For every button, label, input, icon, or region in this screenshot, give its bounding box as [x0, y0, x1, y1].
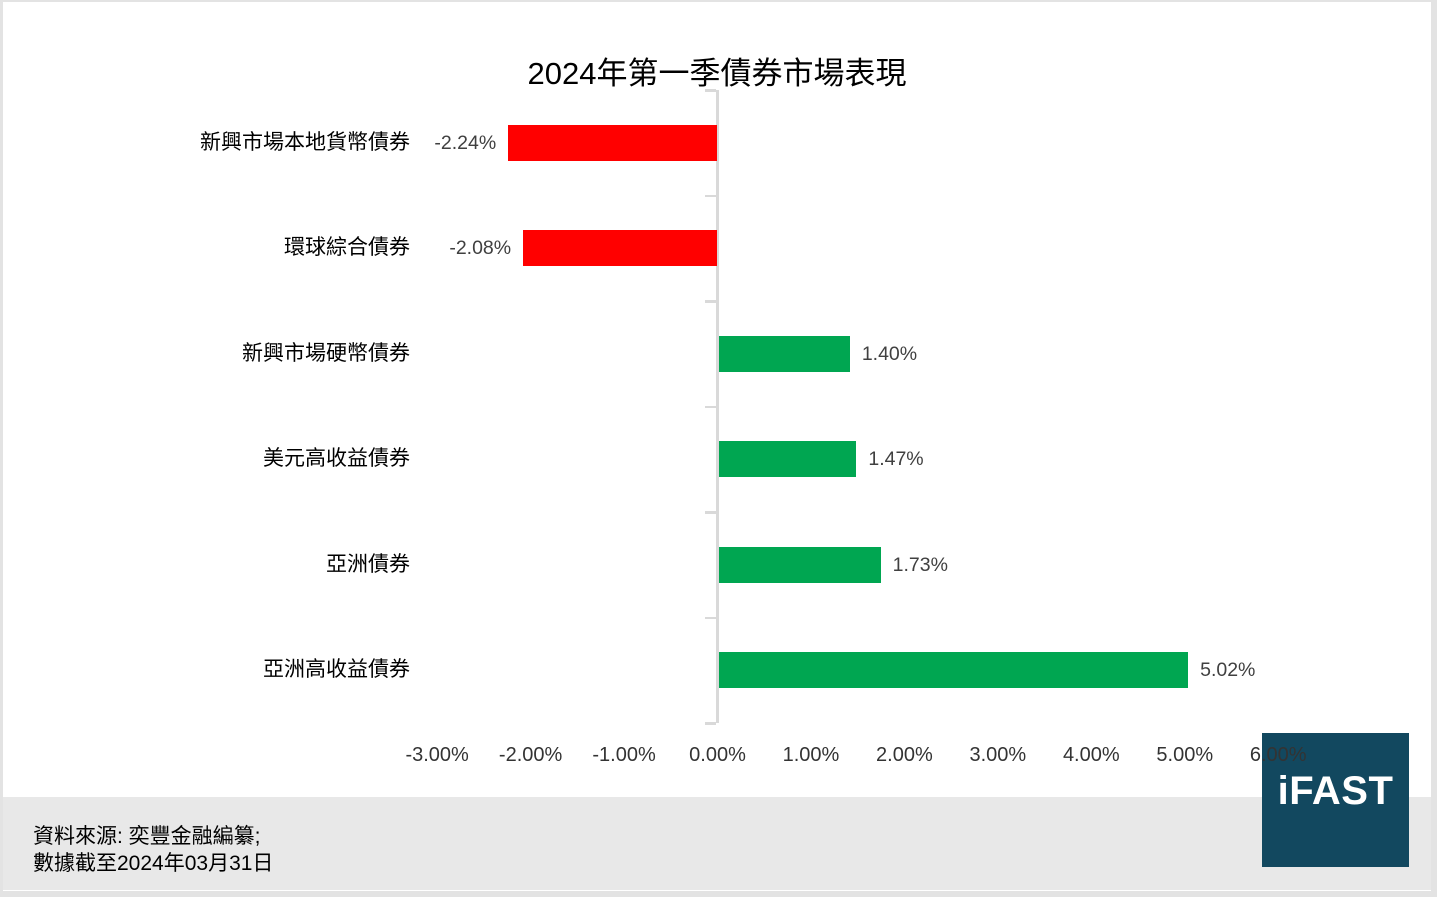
y-axis-tick: [704, 405, 716, 408]
bar-positive: [719, 335, 850, 372]
source-footer: 資料來源: 奕豐金融編纂; 數據截至2024年03月31日: [3, 797, 1431, 890]
source-line-1: 資料來源: 奕豐金融編纂;: [33, 825, 261, 848]
category-label: 亞洲債券: [326, 552, 410, 576]
plot-area: 新興市場本地貨幣債券 -2.24% 環球綜合債券 -2.08% 新興市場硬幣債券 1.40…: [3, 2, 1431, 891]
category-label: 亞洲高收益債券: [263, 658, 410, 682]
x-axis-tick-label: 5.00%: [1156, 744, 1214, 766]
y-axis-tick: [704, 722, 716, 725]
category-label: 新興市場本地貨幣債券: [200, 130, 410, 154]
chart-card: 2024年第一季債券市場表現 新興市場本地貨幣債券 -2.24% 環球綜合債券 -2.…: [3, 2, 1431, 891]
x-axis-tick-label: -1.00%: [592, 744, 656, 766]
category-label: 環球綜合債券: [284, 236, 410, 260]
x-axis-tick-label: -2.00%: [498, 744, 563, 766]
bar-positive: [719, 546, 881, 583]
y-axis-tick: [704, 616, 716, 619]
x-axis-tick-label: 3.00%: [969, 744, 1027, 766]
bar-negative: [508, 124, 718, 161]
bar-positive: [719, 441, 857, 478]
category-label: 美元高收益債券: [263, 447, 410, 471]
x-axis-tick-label: 0.00%: [689, 744, 746, 766]
y-axis-tick: [704, 194, 716, 197]
x-axis-tick-label: 2.00%: [876, 744, 933, 766]
category-label: 新興市場硬幣債券: [242, 341, 410, 365]
bar-negative: [523, 230, 718, 267]
ifast-logo-text: iFAST: [1277, 769, 1394, 813]
source-line-2: 數據截至2024年03月31日: [33, 852, 274, 875]
chart-title: 2024年第一季債券市場表現: [527, 56, 907, 91]
y-axis-tick: [704, 89, 716, 92]
ifast-logo: iFAST: [1262, 733, 1409, 867]
x-axis-tick-label: -3.00%: [405, 744, 469, 766]
value-label: 1.47%: [868, 448, 924, 471]
x-axis-tick-label: 6.00%: [1249, 744, 1307, 766]
x-axis-tick-label: 4.00%: [1062, 744, 1120, 766]
bar-positive: [719, 652, 1189, 689]
y-axis-line: [716, 90, 719, 723]
value-label: 1.73%: [892, 553, 948, 576]
value-label: -2.08%: [449, 237, 512, 260]
value-label: 5.02%: [1200, 659, 1256, 682]
x-axis-tick-label: 1.00%: [782, 744, 840, 766]
y-axis-tick: [704, 300, 716, 303]
y-axis-tick: [704, 511, 716, 514]
value-label: -2.24%: [434, 131, 497, 154]
value-label: 1.40%: [861, 342, 918, 365]
